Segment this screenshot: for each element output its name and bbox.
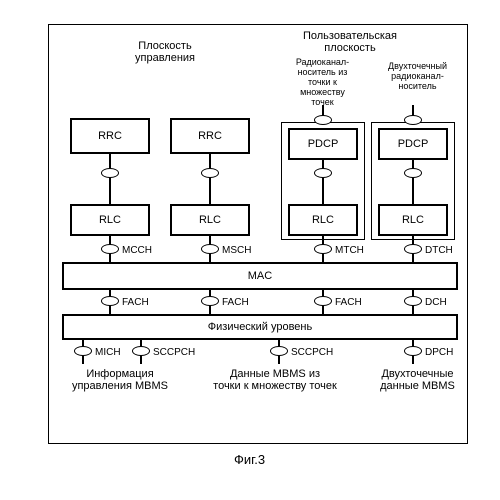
connector <box>412 356 414 364</box>
sap-sccpch-2 <box>270 346 288 356</box>
fach-label-2: FACH <box>222 297 249 308</box>
sap-pdcp-1-top <box>314 115 332 125</box>
phy-box: Физический уровень <box>62 314 458 340</box>
connector <box>109 254 111 262</box>
rlc-label: RLC <box>402 214 424 226</box>
mich-label: MICH <box>95 347 121 358</box>
mcch-label: MCCH <box>122 245 152 256</box>
pdcp-label: PDCP <box>308 138 339 150</box>
rlc-label: RLC <box>312 214 334 226</box>
mac-label: MAC <box>248 270 272 282</box>
connector <box>109 154 111 168</box>
connector <box>322 254 324 262</box>
control-plane-header: Плоскость управления <box>100 40 230 64</box>
dpch-label: DPCH <box>425 347 453 358</box>
connector <box>209 154 211 168</box>
connector <box>209 306 211 314</box>
connector <box>412 306 414 314</box>
ptm-bearer-label: Радиоканал- носитель из точки к множеств… <box>280 58 365 107</box>
pdcp-label: PDCP <box>398 138 429 150</box>
rlc-label: RLC <box>199 214 221 226</box>
ptp-bearer-label: Двухточечный радиоканал- носитель <box>375 62 460 92</box>
connector <box>278 356 280 364</box>
connector <box>109 306 111 314</box>
sap-fach-2 <box>201 296 219 306</box>
connector <box>109 236 111 244</box>
connector <box>412 160 414 168</box>
sap-mich <box>74 346 92 356</box>
sap-mtch <box>314 244 332 254</box>
sap <box>404 168 422 178</box>
rlc-box-1: RLC <box>70 204 150 236</box>
pdcp-box-2: PDCP <box>378 128 448 160</box>
sap <box>201 168 219 178</box>
sap-dtch <box>404 244 422 254</box>
msch-label: MSCH <box>222 245 251 256</box>
connector <box>412 254 414 262</box>
mbms-ptm-label: Данные MBMS из точки к множеству точек <box>200 368 350 392</box>
connector <box>209 236 211 244</box>
connector <box>412 236 414 244</box>
rrc-label: RRC <box>198 130 222 142</box>
sap-pdcp-2-top <box>404 115 422 125</box>
fach-label-3: FACH <box>335 297 362 308</box>
connector <box>209 178 211 204</box>
figure-caption: Фиг.3 <box>234 452 265 467</box>
rrc-label: RRC <box>98 130 122 142</box>
user-plane-header: Пользовательская плоскость <box>280 30 420 54</box>
rlc-box-2: RLC <box>170 204 250 236</box>
sap-dch <box>404 296 422 306</box>
fach-label-1: FACH <box>122 297 149 308</box>
connector <box>412 105 414 115</box>
sccpch-label-1: SCCPCH <box>153 347 195 358</box>
sap <box>314 168 332 178</box>
connector <box>322 306 324 314</box>
connector <box>140 356 142 364</box>
sccpch-label-2: SCCPCH <box>291 347 333 358</box>
mbms-control-label: Информация управления MBMS <box>55 368 185 392</box>
rrc-box-1: RRC <box>70 118 150 154</box>
connector <box>209 254 211 262</box>
dtch-label: DTCH <box>425 245 453 256</box>
dch-label: DCH <box>425 297 447 308</box>
rlc-box-4: RLC <box>378 204 448 236</box>
rlc-label: RLC <box>99 214 121 226</box>
rrc-box-2: RRC <box>170 118 250 154</box>
sap <box>101 168 119 178</box>
sap-fach-3 <box>314 296 332 306</box>
sap-dpch <box>404 346 422 356</box>
connector <box>82 356 84 364</box>
mtch-label: MTCH <box>335 245 364 256</box>
sap-fach-1 <box>101 296 119 306</box>
mbms-ptp-label: Двухточечные данные MBMS <box>370 368 465 392</box>
pdcp-box-1: PDCP <box>288 128 358 160</box>
mac-box: MAC <box>62 262 458 290</box>
connector <box>109 178 111 204</box>
connector <box>322 236 324 244</box>
sap-sccpch-1 <box>132 346 150 356</box>
connector <box>412 178 414 204</box>
connector <box>322 178 324 204</box>
connector <box>322 160 324 168</box>
phy-label: Физический уровень <box>208 321 312 333</box>
sap-mcch <box>101 244 119 254</box>
sap-msch <box>201 244 219 254</box>
rlc-box-3: RLC <box>288 204 358 236</box>
connector <box>322 105 324 115</box>
